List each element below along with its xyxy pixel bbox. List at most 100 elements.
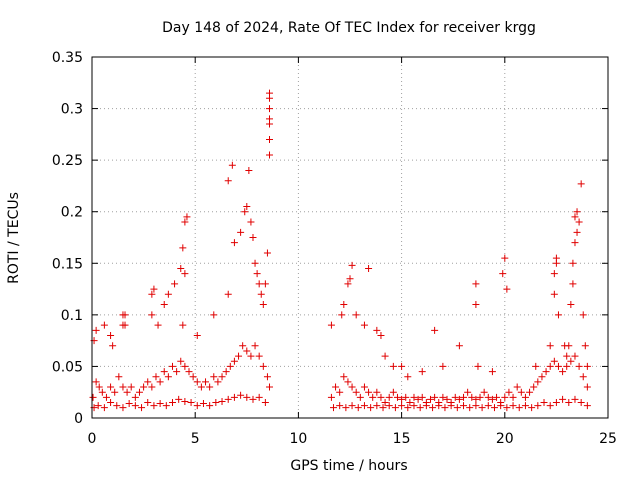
data-point (107, 383, 115, 391)
data-point (503, 285, 511, 293)
data-point (443, 395, 451, 403)
data-point (148, 290, 156, 298)
data-point (398, 402, 406, 410)
data-point (340, 301, 348, 309)
data-point (92, 326, 100, 334)
data-point (253, 270, 261, 278)
data-point (352, 311, 360, 319)
data-point (418, 393, 426, 401)
data-point (488, 395, 496, 403)
data-point (111, 388, 119, 396)
data-point (181, 218, 189, 226)
data-point (559, 368, 567, 376)
data-point (266, 136, 274, 144)
data-point (175, 395, 183, 403)
data-point (573, 208, 581, 216)
data-point (579, 373, 587, 381)
data-point (140, 383, 148, 391)
data-point (532, 362, 540, 370)
data-point (344, 378, 352, 386)
data-point (526, 388, 534, 396)
data-point (503, 404, 511, 412)
data-point (528, 404, 536, 412)
data-point (259, 362, 267, 370)
data-point (243, 203, 251, 211)
data-point (127, 383, 135, 391)
data-point (123, 388, 131, 396)
data-point (542, 368, 550, 376)
data-point (571, 352, 579, 360)
data-point (98, 388, 106, 396)
data-point (493, 393, 501, 401)
data-point (243, 347, 251, 355)
data-point (266, 89, 274, 97)
data-point (199, 400, 207, 408)
x-tick-label: 15 (393, 431, 411, 447)
data-point (552, 399, 560, 407)
data-point (138, 404, 146, 412)
y-tick-label: 0.15 (52, 256, 83, 272)
grid (92, 57, 608, 418)
data-point (385, 402, 393, 410)
x-tick-label: 20 (496, 431, 514, 447)
data-point (575, 218, 583, 226)
data-point (393, 393, 401, 401)
x-axis-label: GPS time / hours (290, 458, 407, 474)
data-point (261, 280, 269, 288)
data-point (266, 115, 274, 123)
data-point (255, 280, 263, 288)
data-point (550, 357, 558, 365)
data-point (426, 395, 434, 403)
data-point (218, 397, 226, 405)
data-point (447, 402, 455, 410)
data-point (226, 362, 234, 370)
data-point (490, 404, 498, 412)
data-point (352, 388, 360, 396)
data-point (245, 166, 253, 174)
data-point (222, 368, 230, 376)
data-point (251, 342, 259, 350)
data-point (439, 393, 447, 401)
data-point (181, 362, 189, 370)
data-point (212, 399, 220, 407)
data-point (185, 368, 193, 376)
data-point (472, 280, 480, 288)
data-point (367, 404, 375, 412)
data-point (431, 326, 439, 334)
data-point (156, 378, 164, 386)
data-point (546, 362, 554, 370)
data-point (468, 393, 476, 401)
x-tick-label: 10 (289, 431, 307, 447)
data-point (435, 402, 443, 410)
plot-frame (91, 56, 609, 419)
data-point (569, 259, 577, 267)
data-point (348, 402, 356, 410)
data-point (567, 301, 575, 309)
data-point (534, 378, 542, 386)
data-point (451, 393, 459, 401)
data-point (497, 402, 505, 410)
data-point (515, 404, 523, 412)
data-point (237, 228, 245, 236)
data-point (466, 404, 474, 412)
data-point (94, 402, 102, 410)
data-point (164, 290, 172, 298)
data-point (247, 352, 255, 360)
y-tick-label: 0.3 (61, 102, 83, 118)
data-point (113, 402, 121, 410)
data-point (476, 393, 484, 401)
data-point (571, 239, 579, 247)
data-point (235, 352, 243, 360)
data-point (416, 404, 424, 412)
data-point (338, 311, 346, 319)
data-point (125, 400, 133, 408)
data-point (148, 383, 156, 391)
y-axis-label: ROTI / TECUs (6, 192, 22, 284)
data-point (164, 373, 172, 381)
data-point (381, 352, 389, 360)
data-point (348, 261, 356, 269)
data-point (224, 395, 232, 403)
data-point (391, 404, 399, 412)
data-point (499, 270, 507, 278)
data-point (583, 402, 591, 410)
